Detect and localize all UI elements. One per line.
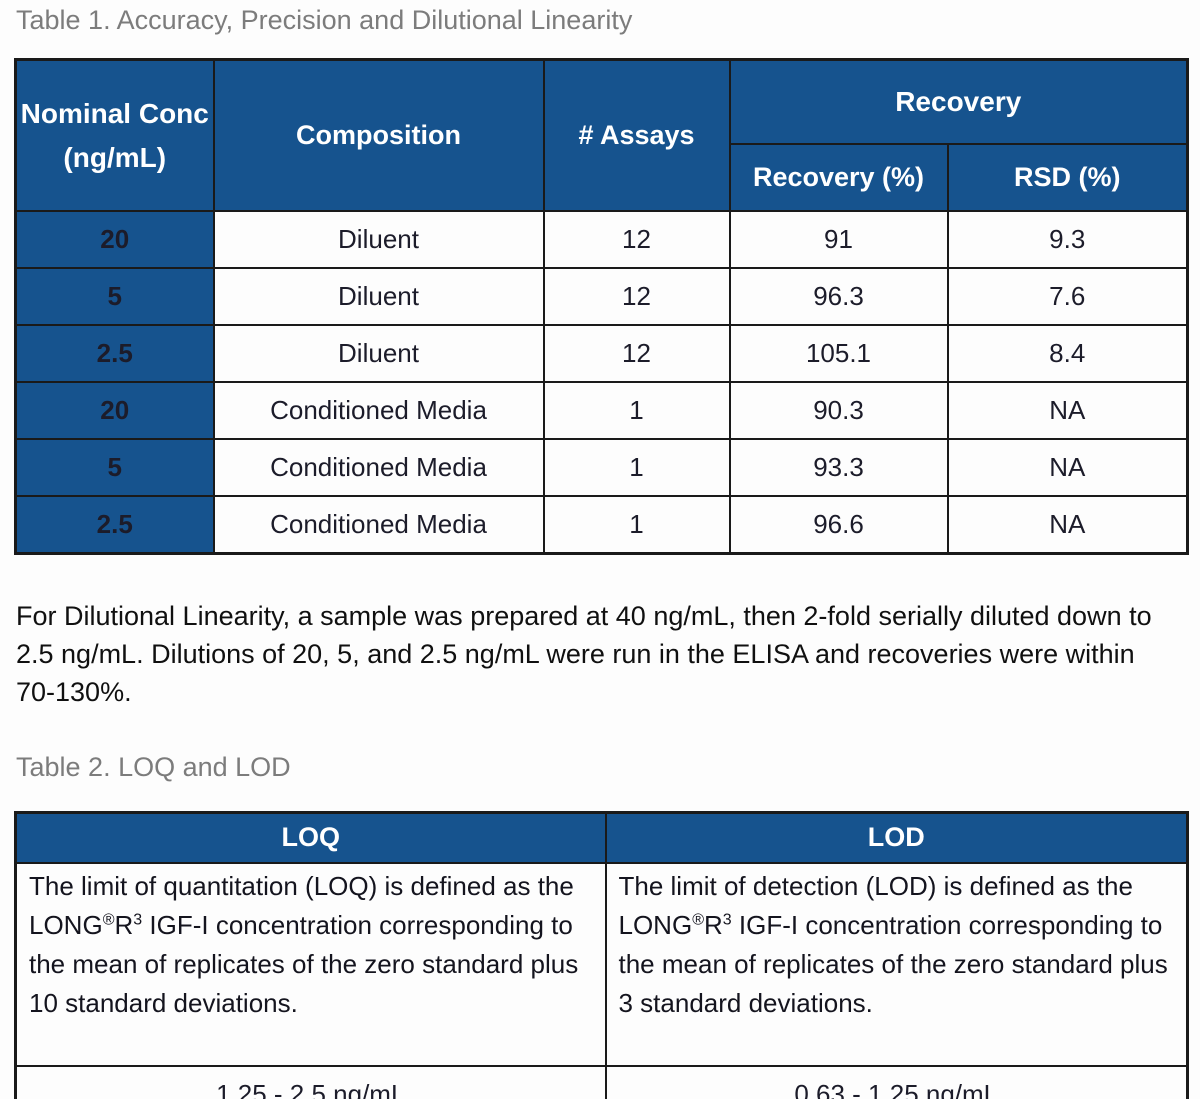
table2-header-row: LOQ LOD xyxy=(14,811,1189,864)
cell-composition: Diluent xyxy=(212,324,545,383)
cell-rsd: NA xyxy=(946,381,1189,440)
superscript-3: 3 xyxy=(722,910,732,928)
cell-assays: 12 xyxy=(542,210,731,269)
cell-conc: 20 xyxy=(14,381,215,440)
cell-conc: 20 xyxy=(14,210,215,269)
table2-title: Table 2. LOQ and LOD xyxy=(16,751,291,782)
col-header-composition: Composition xyxy=(212,58,545,212)
cell-rsd: NA xyxy=(946,438,1189,497)
cell-assays: 1 xyxy=(542,495,731,554)
loq-definition: The limit of quantitation (LOQ) is defin… xyxy=(14,861,607,1067)
cell-recovery: 93.3 xyxy=(728,438,949,497)
col-header-recovery-pct: Recovery (%) xyxy=(728,143,949,212)
col-header-nominal-conc: Nominal Conc (ng/mL) xyxy=(14,58,215,212)
cell-conc: 2.5 xyxy=(14,324,215,383)
cell-recovery: 96.6 xyxy=(728,495,949,554)
col-header-loq: LOQ xyxy=(14,811,607,864)
table1-header-row-2: Recovery (%) RSD (%) xyxy=(16,143,1189,212)
cell-assays: 1 xyxy=(542,438,731,497)
superscript-3: 3 xyxy=(133,910,143,928)
cell-composition: Conditioned Media xyxy=(212,438,545,497)
cell-rsd: NA xyxy=(946,495,1189,554)
lod-definition-rest: IGF-I concentration corresponding to the… xyxy=(618,909,1168,1018)
cell-composition: Diluent xyxy=(212,210,545,269)
col-header-assays: # Assays xyxy=(542,58,731,212)
lod-range: 0.63 - 1.25 ng/mL xyxy=(604,1064,1189,1099)
cell-conc: 2.5 xyxy=(14,495,215,554)
lod-definition-r: R xyxy=(703,909,723,940)
table1-header-row-1: Nominal Conc (ng/mL) Composition # Assay… xyxy=(14,58,1189,212)
table-row: 2.5 Conditioned Media 1 96.6 NA xyxy=(14,495,1189,554)
cell-rsd: 9.3 xyxy=(946,210,1189,269)
table-row: 20 Diluent 12 91 9.3 xyxy=(14,210,1189,269)
cell-composition: Diluent xyxy=(212,267,545,326)
table1-accuracy-precision: Nominal Conc (ng/mL) Composition # Assay… xyxy=(14,58,1189,555)
registered-mark-icon: ® xyxy=(692,910,704,928)
loq-range: 1.25 - 2.5 ng/mL xyxy=(14,1064,607,1099)
registered-mark-icon: ® xyxy=(102,910,115,928)
cell-assays: 12 xyxy=(542,267,731,326)
table-row: 1.25 - 2.5 ng/mL 0.63 - 1.25 ng/mL xyxy=(14,1064,1189,1099)
cell-composition: Conditioned Media xyxy=(212,381,545,440)
cell-rsd: 7.6 xyxy=(946,267,1189,326)
cell-composition: Conditioned Media xyxy=(212,495,545,554)
cell-assays: 12 xyxy=(542,324,731,383)
cell-recovery: 91 xyxy=(728,210,949,269)
table1-title: Table 1. Accuracy, Precision and Dilutio… xyxy=(16,5,633,35)
table-row: 5 Conditioned Media 1 93.3 NA xyxy=(14,438,1189,497)
loq-definition-r: R xyxy=(114,909,134,940)
dilutional-linearity-note: For Dilutional Linearity, a sample was p… xyxy=(16,600,1152,707)
table-row: 2.5 Diluent 12 105.1 8.4 xyxy=(14,324,1189,383)
table-row: 5 Diluent 12 96.3 7.6 xyxy=(14,267,1189,326)
table-row: The limit of quantitation (LOQ) is defin… xyxy=(14,861,1189,1067)
table-row: 20 Conditioned Media 1 90.3 NA xyxy=(14,381,1189,440)
col-header-lod: LOD xyxy=(604,811,1189,864)
cell-conc: 5 xyxy=(14,438,215,497)
table2-loq-lod: LOQ LOD The limit of quantitation (LOQ) … xyxy=(14,810,1189,1099)
cell-recovery: 90.3 xyxy=(728,381,949,440)
cell-recovery: 96.3 xyxy=(728,267,949,326)
loq-definition-rest: IGF-I concentration corresponding to the… xyxy=(29,909,579,1018)
lod-definition-text: The limit of detection (LOD) is defined … xyxy=(618,870,1133,940)
col-header-nominal-conc-label: Nominal Conc xyxy=(20,97,209,129)
cell-recovery: 105.1 xyxy=(728,324,949,383)
col-header-recovery-group: Recovery xyxy=(728,58,1189,145)
cell-conc: 5 xyxy=(14,267,215,326)
lod-definition: The limit of detection (LOD) is defined … xyxy=(604,861,1189,1067)
cell-rsd: 8.4 xyxy=(946,324,1189,383)
col-header-nominal-conc-unit: (ng/mL) xyxy=(63,141,167,173)
col-header-rsd-pct: RSD (%) xyxy=(946,143,1189,212)
loq-definition-text: The limit of quantitation (LOQ) is defin… xyxy=(29,870,574,940)
cell-assays: 1 xyxy=(542,381,731,440)
